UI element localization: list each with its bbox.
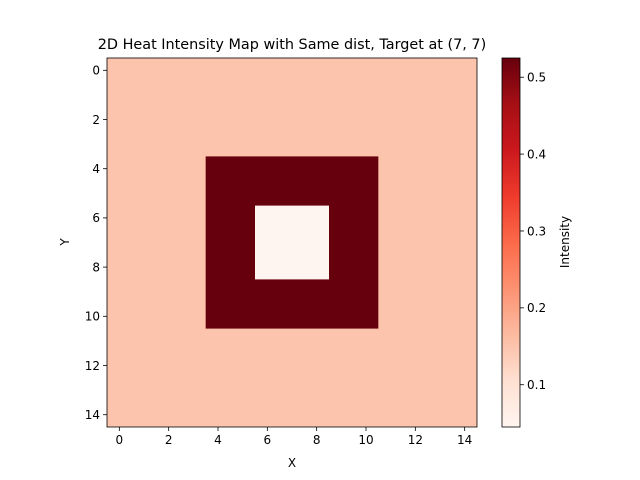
x-tick-label: 10 [358, 433, 373, 447]
y-tick-label: 4 [92, 162, 100, 176]
y-axis-label: Y [58, 238, 72, 247]
y-tick-label: 6 [92, 211, 100, 225]
x-tick-label: 8 [313, 433, 321, 447]
colorbar: 0.1 0.2 0.3 0.4 0.5 Intensity [501, 57, 572, 428]
chart-title: 2D Heat Intensity Map with Same dist, Ta… [98, 37, 486, 53]
x-tick-label: 6 [264, 433, 272, 447]
x-tick-label: 12 [408, 433, 423, 447]
y-axis-ticks: 0 2 4 6 8 10 12 14 [85, 64, 107, 422]
colorbar-tick-label: 0.2 [527, 301, 546, 315]
colorbar-label: Intensity [558, 216, 572, 268]
colorbar-tick-label: 0.3 [527, 224, 546, 238]
heatmap-region-2 [255, 205, 329, 280]
x-tick-label: 4 [214, 433, 222, 447]
x-axis-ticks: 0 2 4 6 8 10 12 14 [116, 427, 472, 447]
plot-frame [106, 57, 478, 428]
x-tick-label: 0 [116, 433, 124, 447]
colorbar-gradient [501, 57, 521, 428]
colorbar-ticks: 0.1 0.2 0.3 0.4 0.5 [520, 71, 546, 392]
heatmap-cells [107, 58, 477, 427]
colorbar-tick-label: 0.1 [527, 378, 546, 392]
x-axis-label: X [288, 456, 296, 470]
colorbar-tick-label: 0.5 [527, 71, 546, 85]
x-tick-label: 14 [457, 433, 472, 447]
y-tick-label: 14 [85, 408, 100, 422]
x-tick-label: 2 [165, 433, 173, 447]
y-tick-label: 2 [92, 113, 100, 127]
y-tick-label: 10 [85, 310, 100, 324]
colorbar-tick-label: 0.4 [527, 147, 546, 161]
y-tick-label: 0 [92, 64, 100, 78]
y-tick-label: 12 [85, 359, 100, 373]
y-tick-label: 8 [92, 260, 100, 274]
